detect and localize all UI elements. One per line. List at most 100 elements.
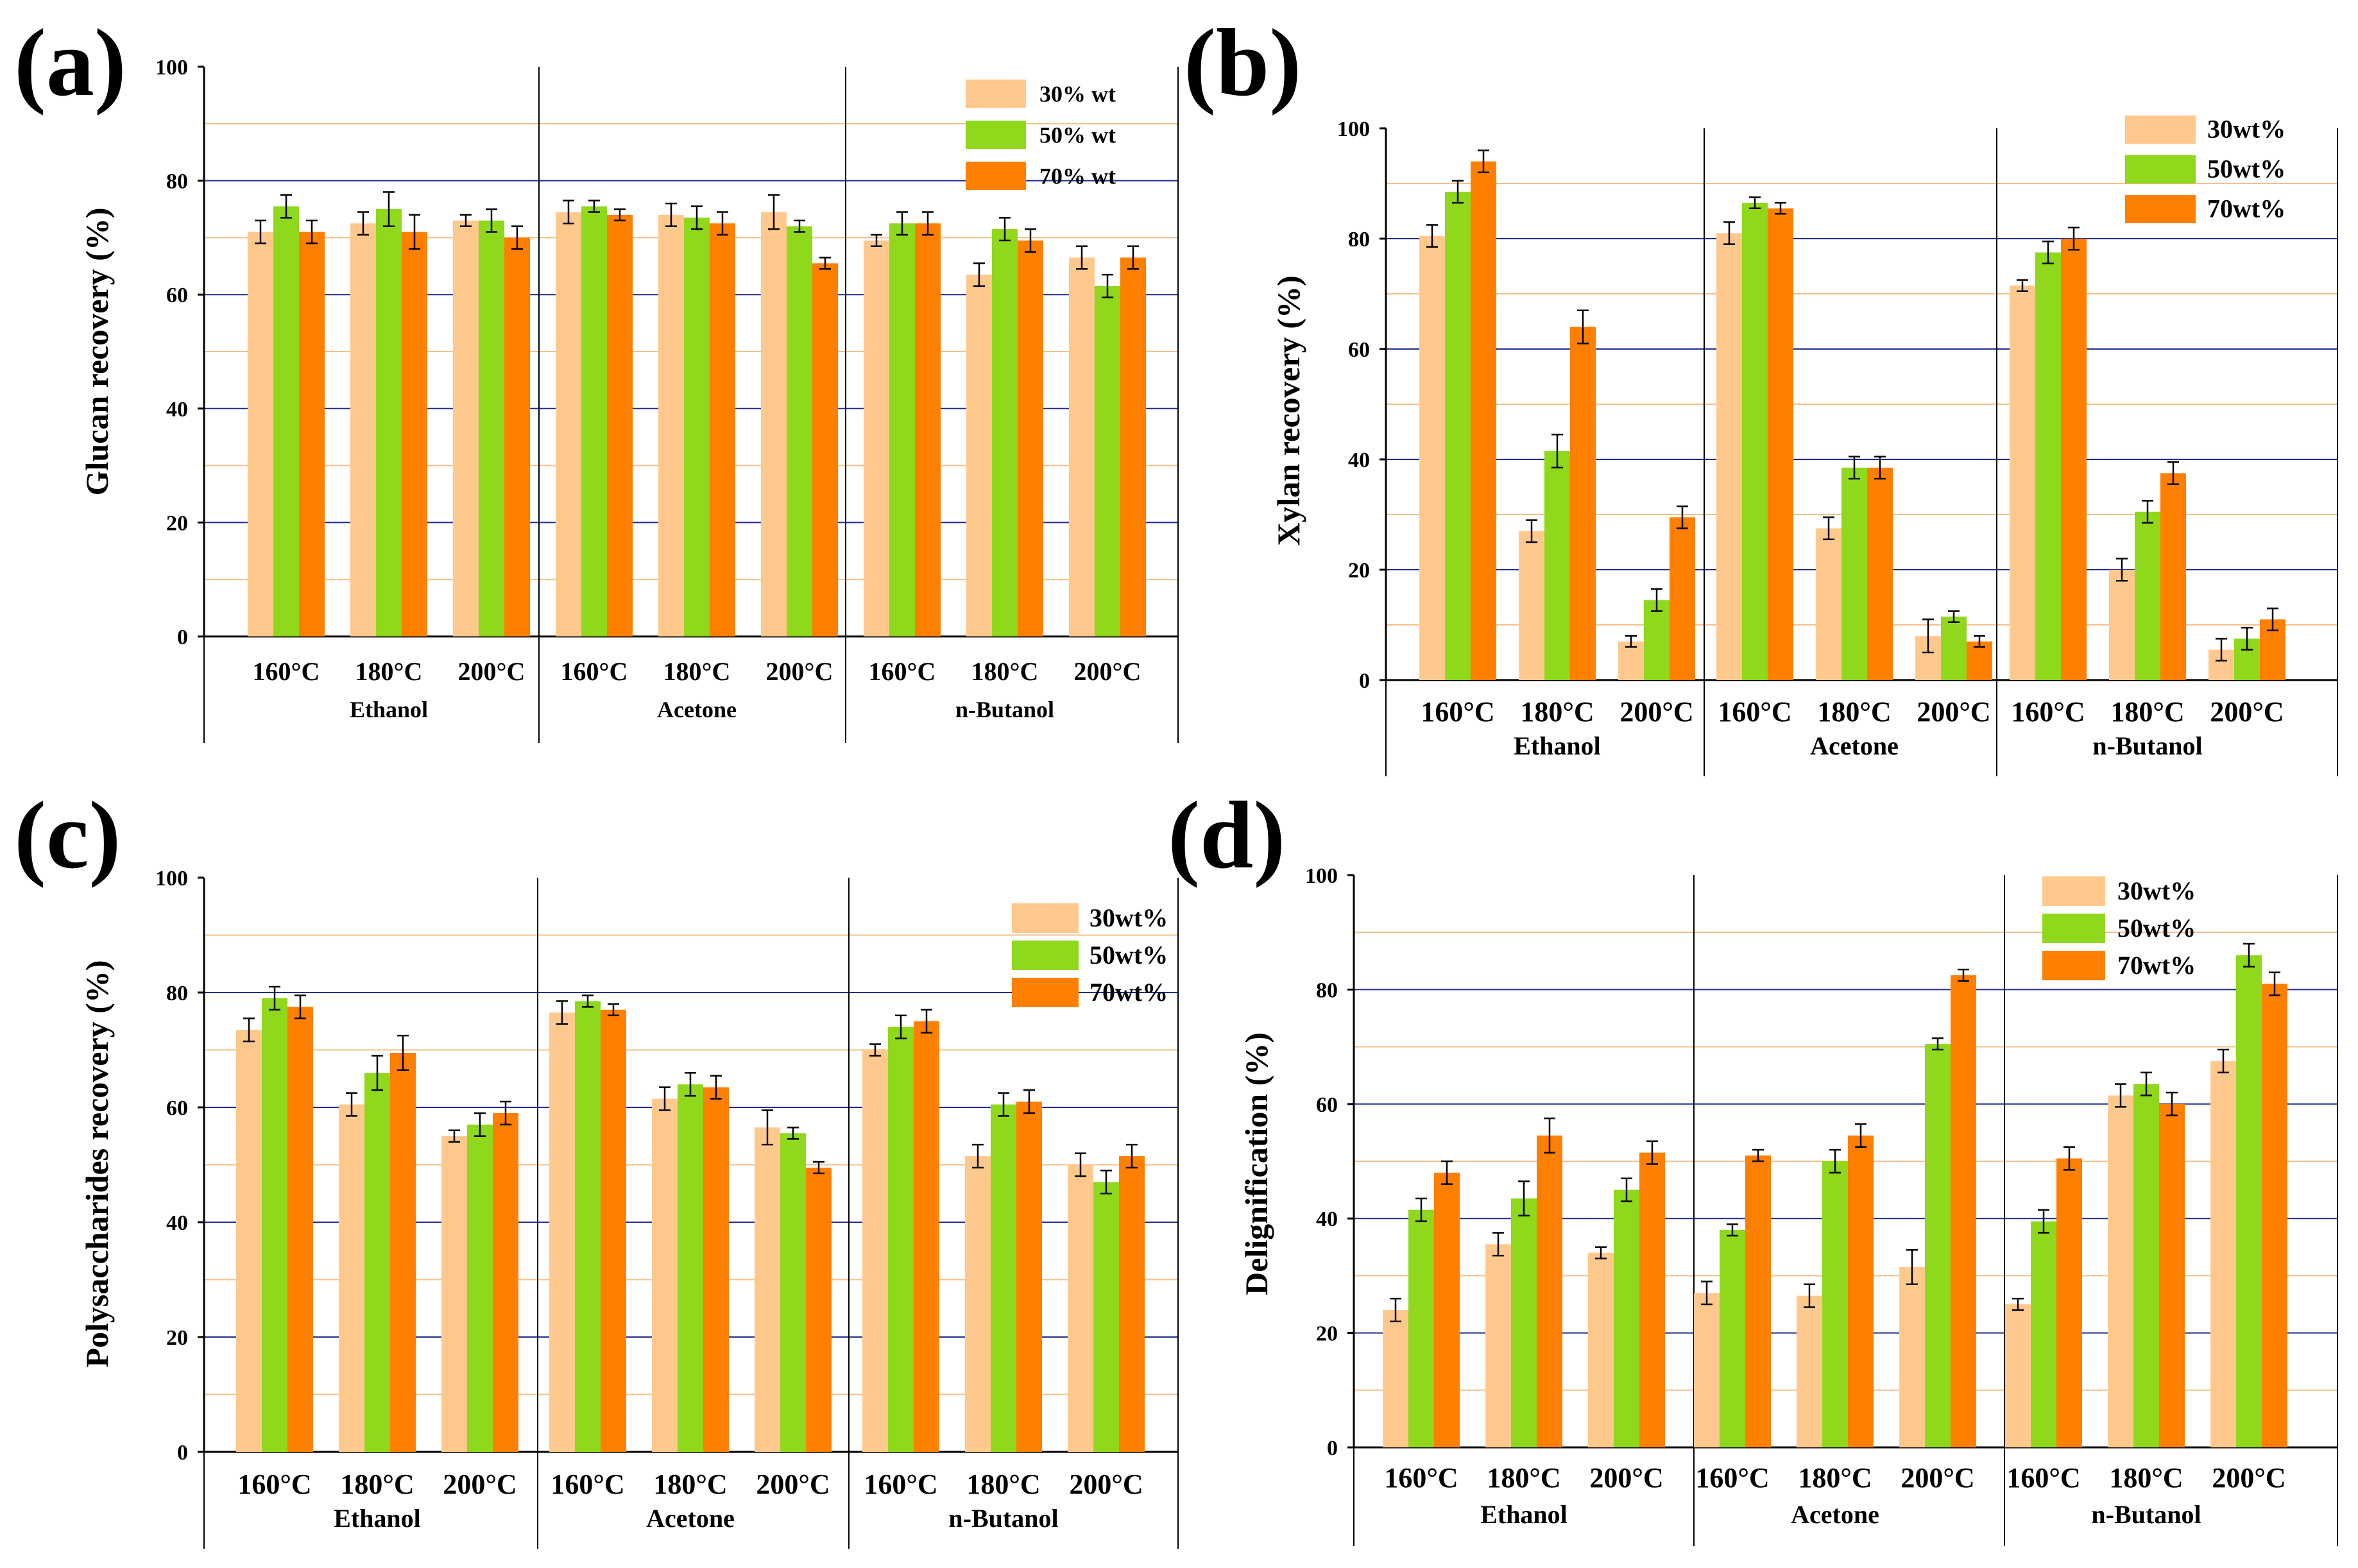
bar — [1768, 208, 1793, 680]
bar — [755, 1127, 780, 1452]
category-label: 160°C — [2011, 696, 2085, 728]
bar — [1419, 235, 1445, 680]
category-label: 180°C — [653, 1469, 727, 1500]
bar — [1069, 257, 1095, 637]
legend-label: 30wt% — [2117, 876, 2196, 905]
bar — [965, 1156, 991, 1452]
bar — [684, 217, 710, 636]
category-label: 160°C — [253, 657, 320, 686]
category-label: 160°C — [551, 1469, 624, 1500]
bar — [2262, 984, 2287, 1447]
group-label: Acetone — [1791, 1500, 1879, 1529]
bar — [1445, 191, 1471, 680]
y-tick-label: 80 — [1348, 228, 1370, 251]
bar — [575, 1001, 601, 1452]
bar — [581, 206, 607, 636]
bar — [992, 229, 1018, 637]
bar — [2160, 473, 2186, 680]
bar — [703, 1087, 729, 1452]
bar — [607, 214, 633, 636]
bar — [299, 232, 325, 636]
category-label: 180°C — [1798, 1462, 1872, 1494]
y-tick-label: 60 — [1348, 338, 1370, 362]
panel-letter: (c) — [14, 782, 121, 889]
bar — [1408, 1209, 1434, 1447]
category-label: 200°C — [756, 1469, 830, 1500]
y-tick-label: 60 — [1316, 1093, 1338, 1117]
bar — [1120, 257, 1146, 637]
group-label: n-Butanol — [955, 697, 1054, 722]
legend-label: 70wt% — [2207, 194, 2285, 223]
bar — [2010, 285, 2035, 681]
bar — [658, 214, 684, 636]
category-label: 180°C — [1487, 1462, 1560, 1494]
legend-swatch — [966, 121, 1026, 149]
bar — [2108, 1095, 2133, 1447]
category-label: 160°C — [2006, 1462, 2080, 1494]
category-label: 160°C — [1718, 696, 1791, 728]
bar — [2236, 955, 2262, 1447]
legend-swatch — [2042, 951, 2105, 980]
bar — [549, 1012, 575, 1452]
legend-label: 50wt% — [2117, 914, 2196, 942]
legend-swatch — [1012, 978, 1079, 1007]
bar — [678, 1084, 703, 1452]
panel-letter: (a) — [14, 10, 126, 116]
legend-label: 30wt% — [2207, 114, 2285, 143]
group-label: Acetone — [646, 1504, 735, 1533]
y-tick-label: 80 — [166, 170, 188, 194]
y-tick-label: 60 — [166, 284, 188, 307]
bar — [2031, 1221, 2056, 1447]
legend-label: 70wt% — [2117, 951, 2196, 980]
category-label: 200°C — [1589, 1462, 1663, 1494]
panel-letter: (d) — [1168, 782, 1285, 889]
panel-letter: (b) — [1184, 10, 1301, 116]
legend-swatch — [2042, 876, 2105, 906]
category-label: 200°C — [443, 1469, 517, 1500]
legend-swatch — [1012, 941, 1079, 970]
category-label: 180°C — [2109, 1462, 2183, 1494]
category-label: 200°C — [1619, 696, 1693, 728]
legend-swatch — [2042, 914, 2105, 943]
bar — [601, 1009, 626, 1452]
bar — [1016, 1102, 1042, 1452]
category-label: 200°C — [766, 657, 833, 686]
legend-swatch — [2125, 115, 2196, 144]
group-label: Ethanol — [1480, 1500, 1568, 1529]
bar — [1588, 1252, 1614, 1447]
bar — [812, 263, 838, 636]
group-label: n-Butanol — [2091, 1500, 2201, 1529]
bar — [1068, 1164, 1093, 1452]
bar — [787, 226, 812, 636]
legend-label: 30% wt — [1039, 81, 1116, 107]
bar — [710, 223, 735, 636]
bar — [350, 223, 376, 636]
legend-swatch — [966, 162, 1026, 190]
bar — [862, 1050, 888, 1452]
panel-b: (b) 0 20 40 60 80 100 Xylan recovery (%) 160°C 18… — [1184, 10, 2338, 776]
category-label: 200°C — [1074, 657, 1141, 686]
y-tick-label: 20 — [166, 511, 188, 535]
legend-swatch — [2125, 155, 2196, 183]
bar — [2135, 511, 2160, 680]
bar — [1434, 1172, 1460, 1447]
bar — [248, 232, 273, 636]
category-label: 160°C — [1695, 1462, 1769, 1494]
group-label: Acetone — [1810, 731, 1899, 760]
bar — [1867, 467, 1893, 680]
bar — [467, 1124, 493, 1452]
group-label: Ethanol — [334, 1504, 421, 1533]
bar — [364, 1073, 390, 1452]
bar — [2109, 570, 2135, 680]
legend-label: 50wt% — [1089, 941, 1168, 969]
y-tick-label: 100 — [155, 56, 188, 80]
bar — [1119, 1156, 1145, 1452]
bar — [1742, 203, 1768, 681]
y-tick-label: 80 — [1316, 978, 1338, 1002]
legend-label: 70% wt — [1039, 163, 1116, 189]
legend-label: 30wt% — [1089, 903, 1168, 932]
bar — [2133, 1084, 2159, 1447]
bar — [1716, 233, 1742, 680]
y-tick-label: 0 — [1359, 669, 1370, 693]
